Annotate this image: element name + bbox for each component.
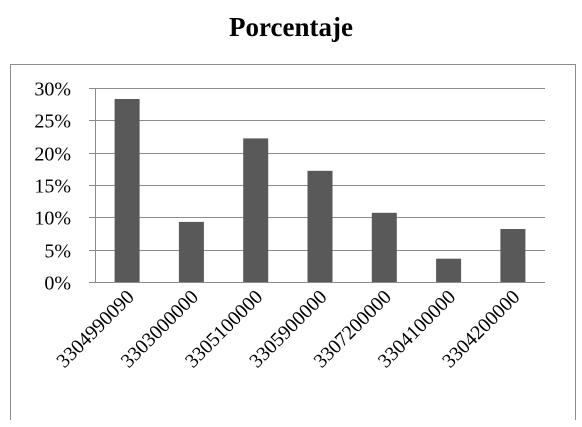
bar-3305100000 — [243, 138, 269, 282]
bar-3304100000 — [436, 258, 462, 282]
x-axis-ticks: 3304990090330300000033051000003305900000… — [52, 286, 524, 372]
y-tick-label: 15% — [34, 176, 71, 198]
chart-frame — [10, 64, 576, 420]
bar-3303000000 — [178, 221, 204, 282]
y-axis-ticks: 0% 5% 10% 15% 20% 25% 30% — [34, 79, 71, 295]
chart-title: Porcentaje — [229, 12, 353, 42]
bars — [114, 99, 526, 282]
bar-3305900000 — [307, 170, 333, 282]
y-tick-label: 25% — [34, 111, 71, 133]
y-tick-label: 20% — [34, 144, 71, 166]
y-tick-label: 5% — [44, 241, 71, 263]
bar-3304200000 — [500, 229, 526, 282]
y-tick-label: 10% — [34, 208, 71, 230]
bar-3304990090 — [114, 99, 140, 282]
y-tick-label: 30% — [34, 79, 71, 101]
bar-3307200000 — [371, 212, 397, 282]
y-tick-label: 0% — [44, 273, 71, 295]
